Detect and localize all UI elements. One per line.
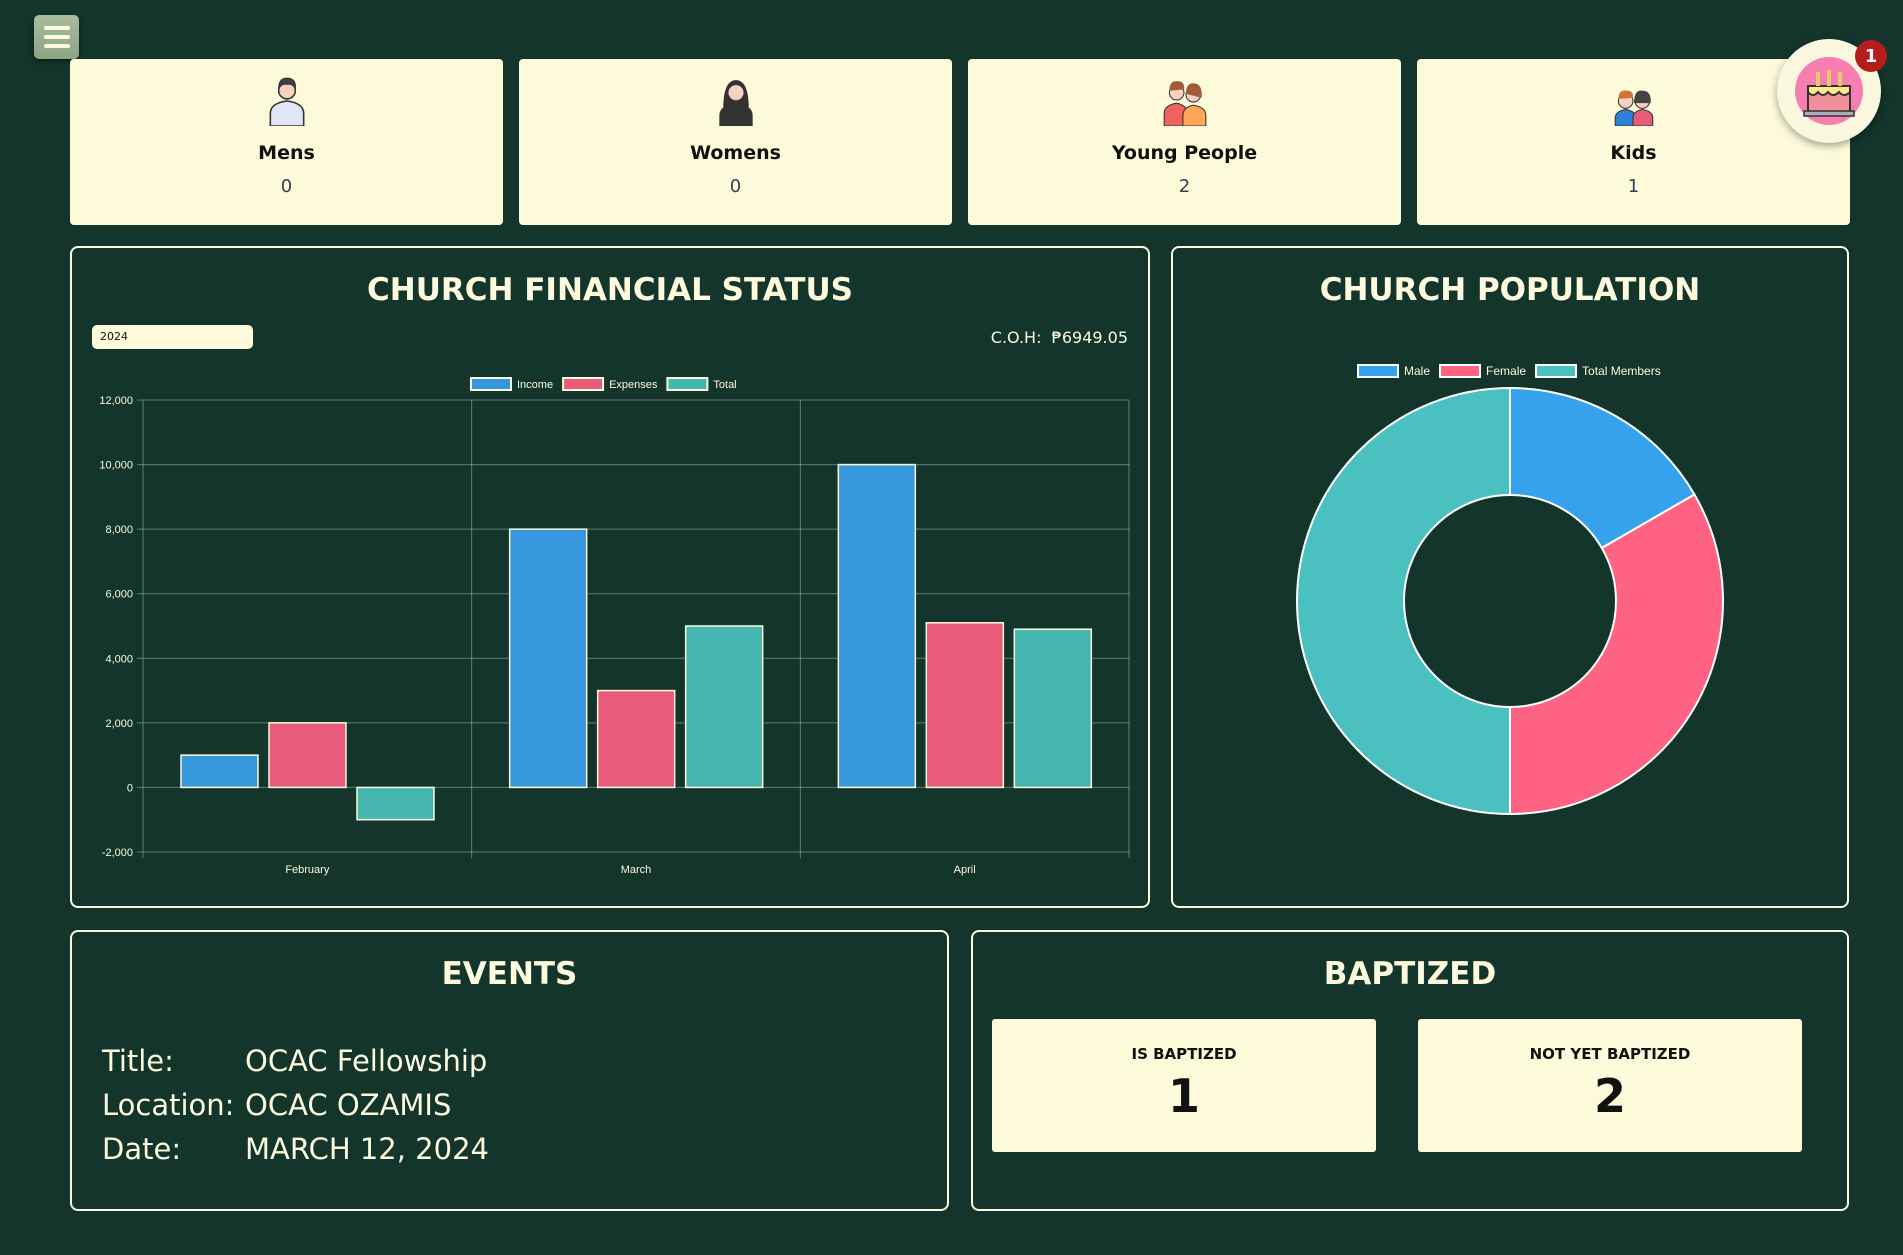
- y-tick-label: 4,000: [105, 653, 133, 665]
- bar-income: [837, 463, 917, 789]
- young-people-icon: [1163, 81, 1206, 127]
- events-panel: EVENTS Title: OCAC Fellowship Location: OCA…: [70, 930, 949, 1211]
- bar-total: [356, 786, 435, 821]
- notification-badge: 1: [1855, 40, 1887, 72]
- event-key: Title:: [102, 1044, 174, 1078]
- bar-income: [180, 754, 259, 789]
- menu-button[interactable]: [34, 15, 79, 59]
- legend-swatch: [666, 377, 709, 391]
- legend-label: Total: [713, 379, 736, 391]
- stat-label: Womens: [690, 142, 781, 164]
- event-key: Date:: [102, 1132, 182, 1166]
- bar-expenses: [268, 722, 347, 789]
- baptized-value: 1: [1167, 1069, 1200, 1123]
- baptized-card: IS BAPTIZED 1: [992, 1019, 1376, 1152]
- panel-title: EVENTS: [441, 956, 578, 992]
- stat-card-mens[interactable]: Mens 0: [70, 59, 503, 225]
- y-tick-label: 10,000: [99, 460, 133, 472]
- man-icon: [269, 77, 304, 127]
- y-tick-label: 2,000: [105, 718, 133, 730]
- bar-expenses: [925, 622, 1005, 789]
- baptized-label: NOT YET BAPTIZED: [1529, 1045, 1691, 1063]
- stat-value: 0: [729, 176, 742, 197]
- kids-icon: [1614, 90, 1653, 127]
- financial-status-panel: CHURCH FINANCIAL STATUS C.O.H: ₱6949.05: [70, 246, 1150, 908]
- event-row: Location: OCAC OZAMIS: [102, 1088, 451, 1122]
- event-row: Date: MARCH 12, 2024: [102, 1132, 489, 1166]
- cash-on-hand: C.O.H: ₱6949.05: [990, 328, 1128, 347]
- legend-swatch: [470, 377, 512, 391]
- legend-swatch: [562, 377, 605, 391]
- y-tick-label: -2,000: [102, 847, 133, 859]
- y-tick-label: 6,000: [105, 589, 133, 601]
- event-row: Title: OCAC Fellowship: [102, 1044, 487, 1078]
- stat-value: 2: [1178, 176, 1191, 197]
- event-value: OCAC Fellowship: [245, 1044, 488, 1078]
- bar-income: [508, 528, 588, 789]
- year-select[interactable]: 2024: [92, 325, 253, 349]
- population-panel: CHURCH POPULATION: [1171, 246, 1849, 908]
- bar-total: [1013, 628, 1093, 789]
- birthday-button[interactable]: [1777, 39, 1881, 143]
- event-key: Location:: [102, 1088, 235, 1122]
- y-tick-label: 8,000: [105, 524, 133, 536]
- event-value: MARCH 12, 2024: [245, 1132, 489, 1166]
- panel-title: CHURCH FINANCIAL STATUS: [367, 272, 853, 308]
- baptized-value: 2: [1593, 1069, 1626, 1123]
- event-value: OCAC OZAMIS: [245, 1088, 452, 1122]
- x-tick-label: March: [621, 864, 652, 876]
- x-tick-label: April: [954, 864, 976, 876]
- baptized-label: IS BAPTIZED: [1131, 1045, 1237, 1063]
- stat-label: Mens: [258, 142, 315, 164]
- baptized-panel: BAPTIZED: [971, 930, 1849, 1211]
- stat-label: Young People: [1111, 142, 1258, 164]
- x-tick-label: February: [285, 864, 330, 876]
- stat-label: Kids: [1610, 142, 1657, 164]
- stat-card-womens[interactable]: Womens 0: [519, 59, 952, 225]
- woman-icon: [718, 80, 753, 126]
- bar-expenses: [596, 689, 676, 789]
- stat-value: 0: [280, 176, 293, 197]
- stat-card-young-people[interactable]: Young People 2: [968, 59, 1401, 225]
- panel-title: CHURCH POPULATION: [1319, 272, 1701, 308]
- legend-label: Expenses: [609, 379, 658, 391]
- y-tick-label: 0: [127, 782, 133, 794]
- legend-label: Income: [517, 379, 553, 391]
- cake-icon: [1795, 57, 1863, 125]
- y-tick-label: 12,000: [99, 395, 133, 407]
- stat-value: 1: [1627, 176, 1640, 197]
- bar-total: [684, 625, 764, 789]
- baptized-card: NOT YET BAPTIZED 2: [1418, 1019, 1802, 1152]
- panel-title: BAPTIZED: [1323, 956, 1497, 992]
